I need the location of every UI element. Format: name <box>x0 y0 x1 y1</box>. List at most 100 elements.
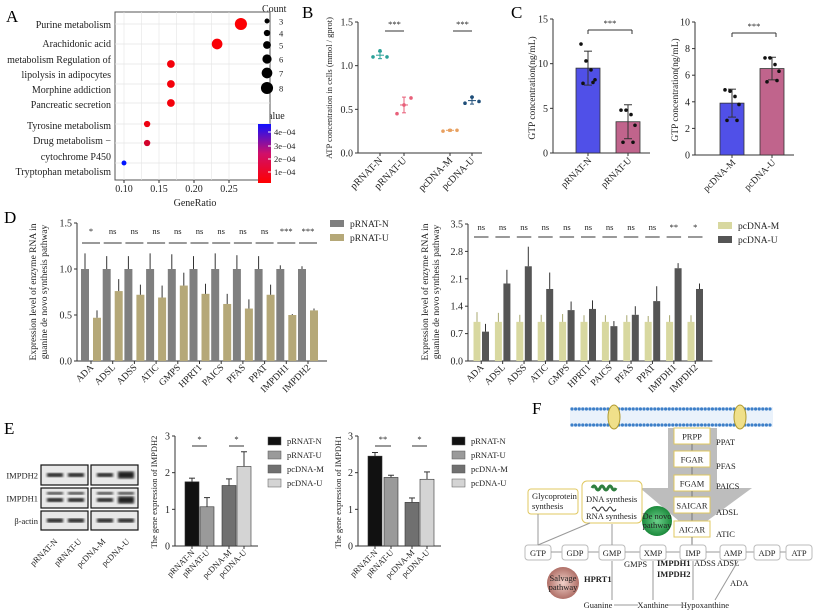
a-size-legend-label: 6 <box>279 55 283 65</box>
a-color-tick-label: 2e−04 <box>274 154 296 164</box>
membrane-lipid <box>746 423 751 427</box>
b-data-point <box>477 99 481 104</box>
nucleic-acid-box <box>581 480 643 524</box>
chain-enzyme: PFAS <box>716 461 736 471</box>
c2-data-point <box>763 56 767 60</box>
d1-bar <box>232 269 241 361</box>
d2-bar <box>537 321 545 361</box>
a-x-tick-label: 0.20 <box>185 184 203 195</box>
membrane-lipid <box>682 407 686 411</box>
c2-data-point <box>723 88 727 92</box>
d1-x-tick-label: ADSS <box>115 363 139 387</box>
membrane-lipid <box>584 407 589 411</box>
membrane-lipid <box>710 407 715 411</box>
membrane-lipid <box>635 423 639 427</box>
b-y-tick-label: 0.0 <box>341 149 354 160</box>
c2-x-tick-label: pcDNA-U <box>743 158 778 193</box>
membrane-lipid <box>664 423 668 427</box>
blot-panel <box>90 464 139 486</box>
e2-y-tick-label: 1 <box>348 505 353 516</box>
d1-bar <box>288 315 297 361</box>
salvage-pathway-circle <box>547 567 579 599</box>
d1-bar <box>223 303 232 361</box>
membrane-lipid <box>602 407 607 411</box>
membrane-lipid <box>671 407 675 411</box>
membrane-lipid <box>574 407 578 411</box>
d1-bar <box>167 269 176 361</box>
membrane-lipid <box>577 407 581 411</box>
metabolite-box <box>785 544 813 561</box>
e1-significance-label: * <box>234 434 238 444</box>
d1-bar <box>189 269 198 361</box>
c2-significance-label: *** <box>748 21 761 31</box>
d2-significance-label: ns <box>584 222 592 232</box>
a-color-tick-label: 3e−04 <box>274 141 296 151</box>
blot-band <box>68 518 84 523</box>
d2-x-tick-label: PAICS <box>589 363 615 389</box>
d2-bar <box>524 266 532 361</box>
panel-label-d: D <box>4 208 16 227</box>
membrane-lipid <box>689 407 693 411</box>
chain-enzyme: PAICS <box>716 481 740 491</box>
membrane-lipid <box>642 423 646 427</box>
c1-x-tick-label: pRNAT-U <box>600 156 635 191</box>
membrane-lipid <box>678 423 682 427</box>
base-label: Xanthine <box>637 600 668 610</box>
blot-panel <box>90 510 139 531</box>
membrane-lipid <box>574 423 578 427</box>
b-data-point <box>395 111 399 116</box>
blot-band <box>118 492 134 495</box>
metabolite-label: ADP <box>758 548 775 558</box>
d2-y-tick-label: 2.8 <box>451 247 464 258</box>
membrane-lipid <box>718 423 722 427</box>
blot-band <box>118 518 134 523</box>
membrane-lipid <box>685 423 689 427</box>
c1-x-tick-label: pRNAT-N <box>560 156 595 191</box>
d1-bar <box>146 269 155 361</box>
blot-panel <box>40 510 89 531</box>
e2-legend-swatch <box>451 464 466 474</box>
de-novo-label: pathway <box>643 520 673 530</box>
d2-bar <box>674 268 682 361</box>
de-novo-label: De novo <box>642 511 671 521</box>
d1-legend-label: pRNAT-N <box>350 220 389 230</box>
chain-metabolite: PRPP <box>682 432 702 442</box>
membrane-lipid <box>638 407 643 411</box>
membrane-lipid <box>728 407 733 411</box>
c1-data-point <box>584 59 588 63</box>
d2-bar <box>516 321 524 361</box>
c1-data-point <box>629 112 633 117</box>
c2-y-tick-label: 6 <box>685 71 690 82</box>
d2-bar <box>473 321 481 361</box>
membrane-lipid <box>696 407 700 411</box>
e1-significance-label: * <box>197 434 201 444</box>
glycoprotein-box <box>527 488 579 515</box>
membrane-lipid <box>761 407 765 411</box>
membrane-lipid <box>674 423 679 427</box>
membrane-lipid <box>678 407 682 411</box>
c2-y-tick-label: 8 <box>685 44 690 55</box>
e2-y-tick-label: 3 <box>348 432 353 443</box>
d2-ylabel-line1: Expression level of enzyme RNA in <box>420 223 431 360</box>
b-data-point <box>385 55 389 59</box>
c1-ylabel: GTP concentration(ng/mL) <box>527 36 538 139</box>
c2-y-tick-label: 10 <box>680 18 690 29</box>
metabolite-label: GDP <box>566 548 583 558</box>
c2-y-tick-label: 0 <box>685 151 690 162</box>
membrane-lipid <box>628 423 632 427</box>
membrane-lipid <box>602 423 607 427</box>
membrane-lipid <box>696 423 700 427</box>
d2-bar <box>589 308 596 361</box>
ada-label: ADA <box>730 578 749 588</box>
membrane-lipid <box>728 423 733 427</box>
membrane-lipid <box>584 423 589 427</box>
a-term-label: Tryptophan metabolism <box>16 167 112 178</box>
d2-legend-label: pcDNA-U <box>738 236 778 246</box>
c2-bar <box>759 68 785 156</box>
e2-significance-label: * <box>417 434 421 444</box>
panel-label-f: F <box>532 399 541 418</box>
b-data-point <box>455 128 459 133</box>
blot-row-label: IMPDH1 <box>6 494 38 504</box>
a-term-label: Morphine addiction <box>32 85 111 96</box>
c2-data-point <box>733 94 737 99</box>
